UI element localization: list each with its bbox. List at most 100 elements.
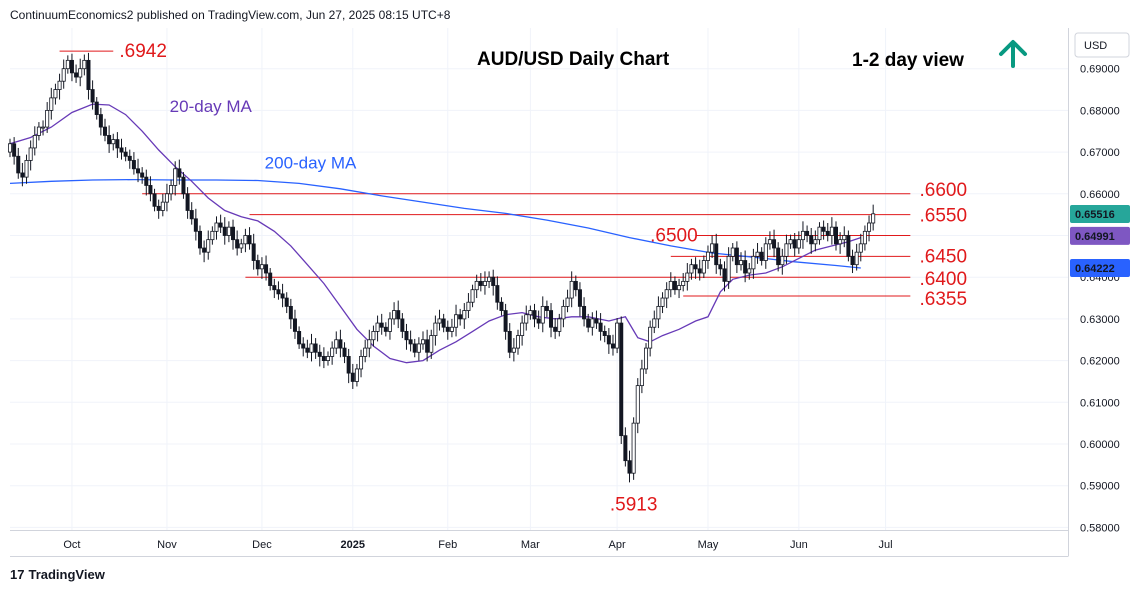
candle: [185, 187, 190, 219]
candle: [784, 234, 789, 264]
candle-body: [685, 272, 690, 282]
ma-label: 20-day MA: [170, 97, 253, 116]
candle: [239, 238, 244, 254]
candle-body: [606, 335, 611, 345]
candle: [396, 300, 401, 329]
price-badge[interactable]: [1070, 226, 1130, 245]
candle-body: [305, 347, 310, 353]
candle: [123, 147, 128, 162]
candle-body: [268, 272, 273, 286]
candle: [177, 159, 182, 185]
candle-body: [123, 151, 128, 157]
candle-body: [553, 326, 558, 332]
candle-body: [280, 293, 285, 299]
candle-body: [309, 343, 314, 353]
candle: [573, 275, 578, 297]
candle: [115, 132, 120, 158]
publisher-line: ContinuumEconomics2 published on Trading…: [10, 8, 451, 22]
candle-body: [346, 356, 351, 374]
candle: [582, 297, 587, 327]
candle: [520, 315, 525, 346]
price-badge[interactable]: [1070, 204, 1130, 223]
candle: [681, 273, 686, 292]
price-badge[interactable]: [1070, 258, 1130, 277]
candle: [540, 296, 545, 333]
candle-body: [363, 347, 368, 357]
candle-body: [383, 326, 388, 332]
candle-body: [656, 305, 661, 320]
candle-body: [784, 243, 789, 257]
candle: [32, 126, 37, 156]
candle-body: [722, 268, 727, 282]
candle: [284, 292, 289, 314]
candle-body: [119, 147, 124, 153]
candle-body: [726, 255, 731, 282]
x-tick-label: Jun: [790, 539, 808, 551]
candle: [800, 221, 805, 249]
candle-body: [156, 205, 161, 211]
candle-body: [53, 89, 58, 99]
candle-body: [838, 239, 843, 245]
time-axis[interactable]: Oct Nov Dec 2025 Feb Mar Apr May Jun Jul: [10, 530, 1069, 557]
candle: [627, 450, 632, 483]
candle: [871, 204, 876, 231]
candle: [255, 254, 260, 276]
candle: [714, 233, 719, 274]
candle-body: [193, 218, 198, 232]
candle-body: [127, 155, 132, 161]
candle-body: [549, 310, 554, 328]
annotations: AUD/USD Daily Chart 1-2 day view: [477, 40, 1027, 71]
candle-body: [239, 243, 244, 249]
candle: [466, 293, 471, 319]
candle: [119, 138, 124, 160]
candle-body: [136, 168, 141, 174]
candle: [342, 342, 347, 364]
candle-body: [181, 176, 186, 195]
candle-body: [677, 285, 682, 291]
candle: [718, 258, 723, 276]
level-label: .6400: [919, 269, 967, 290]
view-label: 1-2 day view: [852, 50, 964, 71]
chart-title: AUD/USD Daily Chart: [477, 49, 670, 70]
candle: [375, 315, 380, 342]
candle: [763, 237, 768, 269]
candle-body: [590, 318, 595, 328]
candle-body: [660, 297, 665, 307]
candle-body: [247, 235, 252, 245]
candle: [7, 138, 12, 158]
candle-body: [532, 310, 537, 320]
candle: [677, 278, 682, 299]
candle: [148, 176, 153, 202]
candle: [321, 347, 326, 369]
candle: [359, 349, 364, 378]
candle-body: [41, 126, 46, 129]
candle-body: [160, 201, 165, 211]
candle: [202, 240, 207, 263]
candle: [317, 344, 322, 367]
y-tick-label: 0.61000: [1080, 397, 1120, 409]
tradingview-footer[interactable]: 17 TradingView: [10, 567, 105, 582]
candle: [363, 339, 368, 363]
candle: [330, 341, 335, 365]
candle: [326, 351, 331, 366]
candle-body: [111, 139, 116, 145]
candle-body: [681, 280, 686, 286]
candle: [412, 338, 417, 358]
level-label: .6942: [119, 41, 167, 62]
currency-label: USD: [1084, 40, 1107, 52]
price-axis[interactable]: USD0.690000.680000.670000.660000.650000.…: [1068, 28, 1131, 556]
candle-body: [528, 310, 533, 316]
candle-body: [813, 239, 818, 245]
candle-body: [173, 168, 178, 186]
candle-body: [730, 247, 735, 257]
candle-body: [776, 247, 781, 266]
currency-box[interactable]: [1074, 32, 1130, 58]
candle: [164, 183, 169, 212]
candle-body: [834, 226, 839, 245]
candle-body: [375, 322, 380, 332]
x-tick-label: Apr: [609, 539, 626, 551]
candle-body: [561, 305, 566, 320]
candle: [639, 359, 644, 394]
candle-body: [284, 297, 289, 307]
